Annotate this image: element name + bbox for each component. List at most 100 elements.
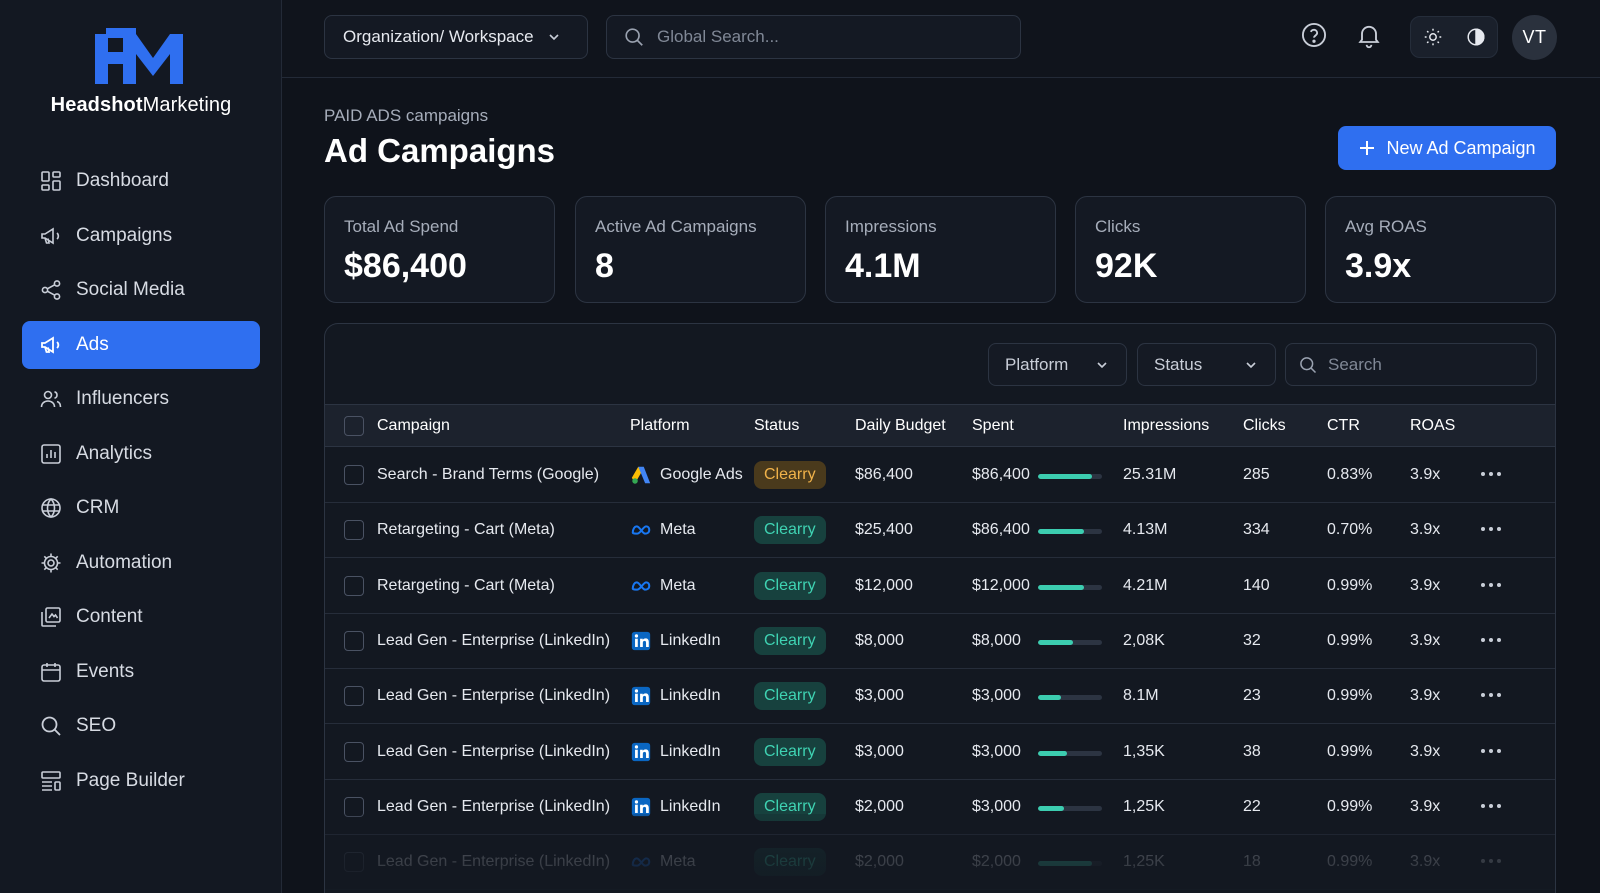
help-icon[interactable]: [1300, 21, 1328, 49]
impressions-value: 1,25K: [1123, 853, 1165, 871]
row-more-button[interactable]: [1477, 849, 1505, 873]
new-ad-campaign-button[interactable]: New Ad Campaign: [1338, 126, 1556, 170]
meta-icon: [631, 580, 651, 591]
spent-amount: $12,000: [972, 576, 1030, 594]
row-more-button[interactable]: [1477, 573, 1505, 597]
column-header-impressions[interactable]: Impressions: [1123, 417, 1210, 434]
clicks-value: 23: [1243, 687, 1261, 705]
global-search[interactable]: [606, 15, 1021, 59]
column-header-spent[interactable]: Spent: [972, 417, 1014, 434]
global-search-input[interactable]: [657, 27, 997, 47]
table-row[interactable]: Retargeting - Cart (Meta) Meta Clearry $25,…: [325, 503, 1555, 559]
platform-cell: LinkedIn: [630, 796, 721, 818]
sidebar-item-social-media[interactable]: Social Media: [22, 266, 260, 314]
workspace-label: Organization/ Workspace: [343, 27, 534, 46]
row-checkbox[interactable]: [344, 686, 364, 707]
workspace-selector[interactable]: Organization/ Workspace: [324, 15, 588, 59]
avatar[interactable]: VT: [1512, 15, 1557, 60]
spent-amount: $8,000: [972, 631, 1021, 649]
row-checkbox[interactable]: [344, 465, 364, 485]
platform-name: Meta: [660, 853, 696, 871]
status-filter[interactable]: Status: [1137, 343, 1276, 386]
campaign-name[interactable]: Lead Gen - Enterprise (LinkedIn): [377, 631, 611, 649]
campaign-name[interactable]: Lead Gen - Enterprise (LinkedIn): [377, 797, 611, 815]
sidebar-item-label: Page Builder: [76, 769, 185, 791]
table-row[interactable]: Lead Gen - Enterprise (LinkedIn) Meta Clea…: [325, 835, 1555, 891]
sidebar-item-influencers[interactable]: Influencers: [22, 375, 260, 423]
column-header-platform[interactable]: Platform: [630, 417, 690, 434]
daily-budget: $12,000: [855, 576, 913, 594]
table-row[interactable]: Retargeting - Cart (Meta) Meta Clearry $12,…: [325, 559, 1555, 614]
sidebar-item-seo[interactable]: SEO: [22, 702, 260, 750]
table-row[interactable]: Lead Gen - Enterprise (LinkedIn) LinkedIn…: [325, 669, 1555, 725]
more-horizontal-icon: [1481, 582, 1501, 587]
column-header-clicks[interactable]: Clicks: [1243, 417, 1286, 434]
ctr-value: 0.70%: [1327, 521, 1373, 539]
gear-icon: [41, 553, 61, 572]
sidebar-item-automation[interactable]: Automation: [22, 539, 260, 587]
column-header-daily-budget[interactable]: Daily Budget: [855, 417, 946, 434]
row-more-button[interactable]: [1477, 739, 1505, 763]
row-more-button[interactable]: [1477, 683, 1505, 707]
impressions-value: 2,08K: [1123, 631, 1165, 649]
contrast-icon[interactable]: [1465, 26, 1487, 48]
stat-card-total-ad-spend: Total Ad Spend $86,400: [324, 196, 555, 303]
table-search[interactable]: [1285, 343, 1537, 386]
column-header-campaign[interactable]: Campaign: [377, 417, 450, 434]
table-row[interactable]: Lead Gen - Enterprise (LinkedIn) LinkedIn…: [325, 614, 1555, 669]
campaign-name[interactable]: Lead Gen - Enterprise (LinkedIn): [377, 853, 611, 871]
table-row[interactable]: Lead Gen - Enterprise (LinkedIn) LinkedIn…: [325, 780, 1555, 835]
row-checkbox[interactable]: [344, 520, 364, 541]
campaign-name[interactable]: Search - Brand Terms (Google): [377, 466, 600, 483]
campaign-name[interactable]: Retargeting - Cart (Meta): [377, 521, 555, 539]
stat-value: 8: [595, 247, 614, 285]
row-checkbox[interactable]: [344, 575, 364, 596]
sidebar-item-page-builder[interactable]: Page Builder: [22, 757, 260, 805]
bell-icon[interactable]: [1355, 21, 1383, 49]
sidebar-item-events[interactable]: Events: [22, 648, 260, 696]
sidebar-item-dashboard[interactable]: Dashboard: [22, 157, 260, 205]
spent-progress-fill: [1038, 805, 1064, 811]
spent-progress-bar: [1038, 861, 1102, 867]
campaign-name[interactable]: Lead Gen - Enterprise (LinkedIn): [377, 742, 611, 760]
campaign-name[interactable]: Lead Gen - Enterprise (LinkedIn): [377, 687, 611, 705]
table-search-input[interactable]: [1328, 354, 1528, 375]
column-header-ctr[interactable]: CTR: [1327, 417, 1360, 434]
breadcrumb: PAID ADS campaigns: [324, 106, 489, 125]
stat-label: Avg ROAS: [1345, 217, 1427, 236]
row-checkbox[interactable]: [344, 630, 364, 651]
row-checkbox[interactable]: [344, 796, 364, 817]
globe-icon: [41, 497, 61, 519]
meta-icon: [631, 857, 651, 867]
row-more-button[interactable]: [1477, 462, 1505, 486]
brand-logo[interactable]: HeadshotMarketing: [0, 28, 282, 117]
row-more-button[interactable]: [1477, 628, 1505, 652]
sidebar-nav: Dashboard Campaigns Social Media Ads Inf…: [22, 157, 260, 811]
row-more-button[interactable]: [1477, 794, 1505, 818]
ctr-value: 0.99%: [1327, 576, 1373, 594]
column-header-status[interactable]: Status: [754, 417, 800, 434]
theme-toggle[interactable]: [1410, 16, 1498, 58]
row-more-button[interactable]: [1477, 517, 1505, 541]
select-all-checkbox[interactable]: [344, 416, 364, 436]
megaphone-icon: [41, 335, 60, 354]
search-icon: [41, 716, 61, 736]
platform-filter[interactable]: Platform: [988, 343, 1127, 386]
column-header-roas[interactable]: ROAS: [1410, 417, 1456, 434]
sidebar-item-label: Dashboard: [76, 170, 169, 191]
campaign-name[interactable]: Retargeting - Cart (Meta): [377, 576, 555, 594]
spent-progress-bar: [1038, 805, 1102, 811]
sun-icon[interactable]: [1422, 26, 1444, 48]
row-checkbox[interactable]: [344, 852, 364, 873]
more-horizontal-icon: [1481, 693, 1501, 698]
sidebar-item-analytics[interactable]: Analytics: [22, 430, 260, 478]
row-checkbox[interactable]: [344, 741, 364, 762]
sidebar-item-label: Content: [76, 606, 143, 627]
table-row[interactable]: Lead Gen - Enterprise (LinkedIn) LinkedIn…: [325, 725, 1555, 780]
table-row[interactable]: Search - Brand Terms (Google) Google Ads C…: [325, 448, 1555, 503]
sidebar-item-content[interactable]: Content: [22, 593, 260, 641]
sidebar-item-crm[interactable]: CRM: [22, 484, 260, 532]
sidebar-item-campaigns[interactable]: Campaigns: [22, 212, 260, 260]
more-horizontal-icon: [1481, 637, 1501, 642]
sidebar-item-ads[interactable]: Ads: [22, 320, 260, 369]
